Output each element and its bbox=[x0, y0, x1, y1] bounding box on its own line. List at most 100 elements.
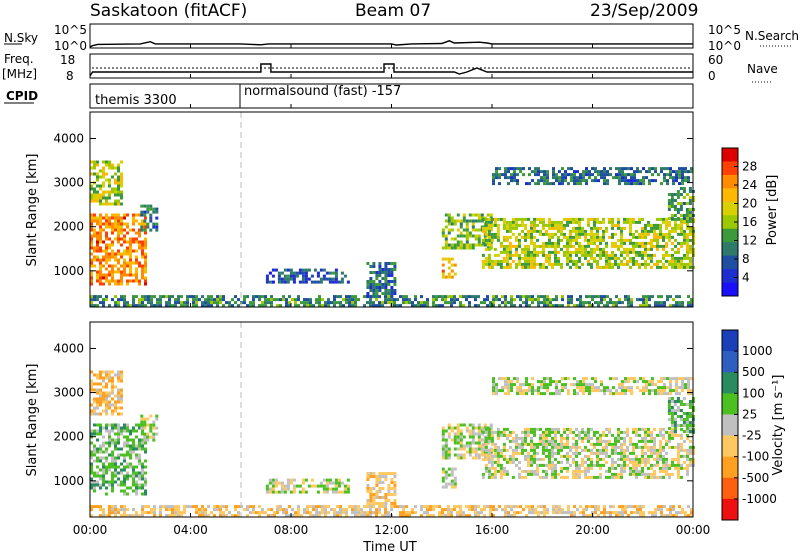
power-heatmap-cell bbox=[679, 205, 683, 208]
power-heatmap-cell bbox=[615, 176, 618, 180]
velocity-heatmap-cell bbox=[639, 389, 642, 393]
power-heatmap-cell bbox=[261, 295, 264, 299]
power-heatmap-cell bbox=[596, 244, 599, 248]
velocity-heatmap-cell bbox=[669, 380, 672, 384]
power-heatmap-cell bbox=[351, 298, 354, 302]
velocity-heatmap-cell bbox=[572, 451, 575, 455]
velocity-heatmap-cell bbox=[384, 505, 387, 509]
power-heatmap-cell bbox=[567, 301, 570, 305]
power-heatmap-cell bbox=[117, 202, 120, 206]
velocity-heatmap-cell bbox=[548, 442, 551, 446]
power-heatmap-cell bbox=[252, 304, 255, 308]
power-heatmap-cell bbox=[477, 234, 481, 238]
power-heatmap-cell bbox=[90, 279, 93, 283]
velocity-heatmap-cell bbox=[375, 481, 379, 484]
power-heatmap-cell bbox=[117, 166, 120, 170]
power-heatmap-cell bbox=[111, 273, 114, 277]
freq-line bbox=[89, 63, 693, 77]
velocity-heatmap-cell bbox=[298, 490, 302, 494]
power-cbar-tick-label: 24 bbox=[742, 178, 757, 192]
power-heatmap-cell bbox=[673, 205, 677, 208]
velocity-heatmap-cell bbox=[545, 427, 548, 431]
power-heatmap-cell bbox=[471, 225, 475, 229]
power-heatmap-cell bbox=[481, 217, 485, 221]
velocity-heatmap-cell bbox=[502, 457, 506, 461]
power-heatmap-cell bbox=[114, 181, 117, 185]
velocity-heatmap-cell bbox=[685, 415, 689, 418]
power-heatmap-cell bbox=[596, 217, 599, 221]
velocity-heatmap-cell bbox=[441, 470, 445, 474]
velocity-heatmap-cell bbox=[126, 486, 129, 490]
power-heatmap-cell bbox=[321, 304, 324, 308]
power-heatmap-cell bbox=[549, 182, 552, 186]
velocity-ytick-label: 3000 bbox=[53, 386, 84, 400]
power-heatmap-cell bbox=[575, 235, 578, 239]
power-heatmap-cell bbox=[511, 220, 515, 224]
power-heatmap-cell bbox=[499, 217, 503, 221]
velocity-heatmap-cell bbox=[573, 511, 576, 515]
power-heatmap-cell bbox=[159, 301, 162, 305]
power-heatmap-cell bbox=[129, 258, 132, 262]
power-heatmap-cell bbox=[527, 217, 530, 221]
power-cbar-swatch bbox=[722, 228, 738, 243]
velocity-heatmap-cell bbox=[645, 389, 648, 393]
power-heatmap-cell bbox=[511, 232, 515, 236]
power-heatmap-cell bbox=[561, 298, 564, 302]
velocity-heatmap-cell bbox=[504, 380, 507, 384]
power-heatmap-cell bbox=[210, 295, 213, 299]
power-heatmap-cell bbox=[590, 256, 593, 260]
velocity-heatmap-cell bbox=[393, 481, 397, 484]
velocity-heatmap-cell bbox=[372, 505, 375, 509]
velocity-heatmap-cell bbox=[102, 400, 105, 404]
power-heatmap-cell bbox=[90, 301, 93, 305]
power-heatmap-cell bbox=[525, 298, 528, 302]
velocity-heatmap-cell bbox=[680, 463, 683, 467]
power-heatmap-cell bbox=[486, 243, 490, 247]
power-heatmap-cell bbox=[105, 295, 108, 299]
velocity-heatmap-cell bbox=[334, 481, 338, 485]
velocity-heatmap-cell bbox=[456, 441, 460, 445]
velocity-heatmap-cell bbox=[477, 456, 481, 460]
velocity-heatmap-cell bbox=[132, 474, 135, 478]
velocity-heatmap-cell bbox=[378, 472, 382, 475]
power-heatmap-cell bbox=[402, 298, 405, 302]
power-heatmap-cell bbox=[393, 289, 397, 292]
power-heatmap-cell bbox=[177, 298, 180, 302]
velocity-heatmap-cell bbox=[614, 472, 617, 476]
velocity-heatmap-cell bbox=[617, 475, 620, 479]
power-heatmap-cell bbox=[90, 193, 93, 197]
power-heatmap-cell bbox=[487, 256, 491, 260]
velocity-heatmap-cell bbox=[505, 448, 509, 452]
power-heatmap-cell bbox=[667, 193, 671, 196]
velocity-heatmap-cell bbox=[679, 403, 683, 406]
velocity-heatmap-cell bbox=[471, 432, 475, 436]
power-heatmap-cell bbox=[611, 262, 614, 266]
power-heatmap-cell bbox=[667, 205, 671, 208]
velocity-heatmap-cell bbox=[602, 463, 605, 467]
power-heatmap-cell bbox=[297, 298, 300, 302]
power-heatmap-cell bbox=[90, 304, 93, 308]
power-heatmap-cell bbox=[420, 304, 423, 308]
velocity-heatmap-cell bbox=[670, 415, 674, 418]
power-heatmap-cell bbox=[567, 295, 570, 299]
velocity-heatmap-cell bbox=[590, 451, 593, 455]
velocity-heatmap-cell bbox=[444, 514, 447, 518]
power-heatmap-cell bbox=[393, 292, 397, 295]
velocity-heatmap-cell bbox=[499, 466, 503, 470]
velocity-heatmap-cell bbox=[524, 439, 527, 443]
power-heatmap-cell bbox=[132, 261, 135, 265]
velocity-heatmap-cell bbox=[132, 444, 135, 448]
power-heatmap-cell bbox=[502, 259, 506, 263]
velocity-cbar-tick-label: -25 bbox=[742, 429, 762, 443]
velocity-heatmap-cell bbox=[621, 383, 624, 387]
power-heatmap-cell bbox=[486, 298, 489, 302]
power-heatmap-cell bbox=[111, 298, 114, 302]
velocity-heatmap-cell bbox=[153, 505, 156, 509]
velocity-heatmap-cell bbox=[510, 508, 513, 512]
velocity-heatmap-cell bbox=[143, 417, 147, 421]
power-heatmap-cell bbox=[144, 276, 147, 280]
velocity-heatmap-cell bbox=[321, 511, 324, 515]
velocity-heatmap-cell bbox=[603, 514, 606, 518]
velocity-heatmap-cell bbox=[474, 432, 478, 436]
velocity-heatmap-cell bbox=[480, 432, 484, 436]
